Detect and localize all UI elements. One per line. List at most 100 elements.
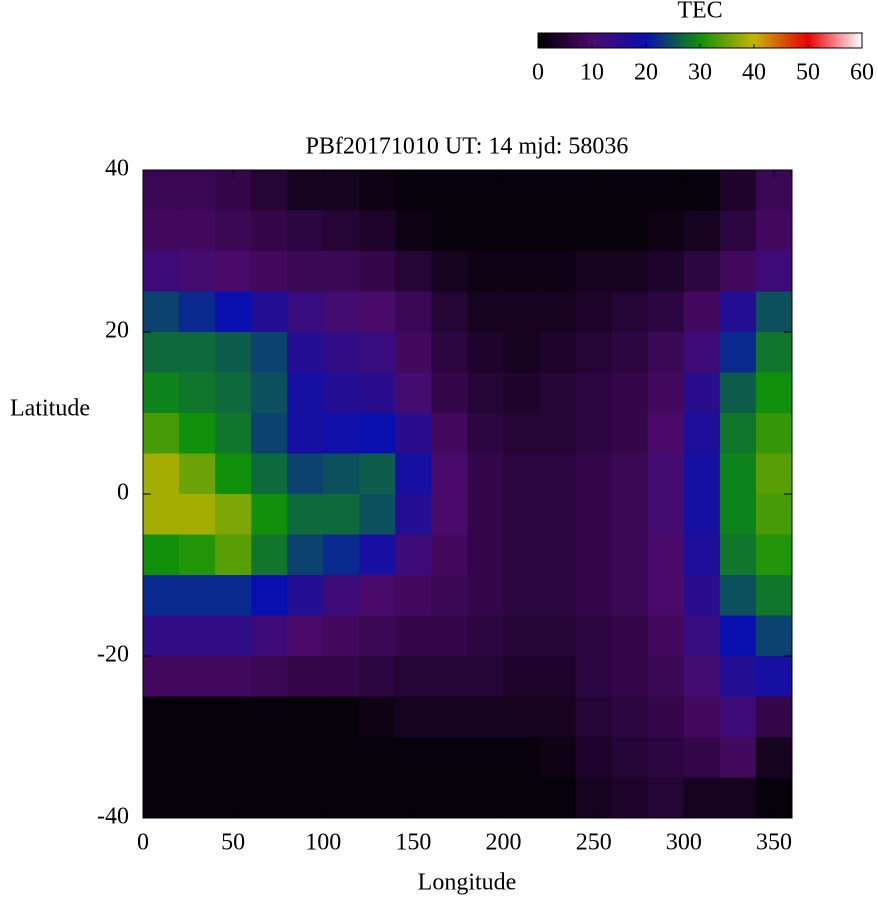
- heat-cell: [755, 534, 793, 576]
- colorbar-swatch: [710, 33, 713, 48]
- heat-cell: [647, 332, 685, 373]
- heat-cell: [431, 453, 468, 495]
- heat-cell: [251, 453, 288, 495]
- colorbar-swatch: [572, 33, 575, 48]
- x-tick-label: 300: [666, 830, 702, 856]
- heat-cell: [431, 575, 468, 616]
- heat-cell: [431, 291, 468, 333]
- colorbar-swatch: [764, 33, 768, 48]
- colorbar-swatch: [736, 33, 739, 48]
- colorbar-swatch: [544, 33, 547, 48]
- colorbar-swatch: [785, 33, 788, 48]
- x-tick-label: 150: [395, 830, 431, 856]
- heat-cell: [251, 251, 288, 292]
- heat-cell: [575, 494, 613, 535]
- colorbar-swatch: [742, 33, 746, 48]
- heat-cell: [359, 413, 396, 454]
- heat-cell: [467, 737, 505, 778]
- heat-cell: [431, 534, 468, 576]
- colorbar-swatch: [781, 33, 784, 48]
- heat-cell: [431, 332, 468, 373]
- heat-cell: [467, 453, 505, 495]
- heat-cell: [503, 372, 541, 414]
- heat-cell: [287, 575, 324, 616]
- colorbar-swatch: [819, 33, 822, 48]
- heat-cell: [215, 615, 252, 657]
- colorbar-swatch: [596, 33, 600, 48]
- heat-cell: [755, 494, 793, 535]
- heat-cell: [575, 453, 613, 495]
- colorbar-swatch: [738, 33, 741, 48]
- heat-cell: [611, 453, 649, 495]
- heat-cell: [179, 656, 216, 697]
- heat-cell: [179, 453, 216, 495]
- colorbar-swatch: [746, 33, 750, 48]
- heat-cell: [467, 696, 505, 738]
- colorbar-swatch: [602, 33, 606, 48]
- heat-cell: [755, 737, 793, 778]
- heat-cell: [215, 696, 252, 738]
- colorbar-swatch: [631, 33, 634, 48]
- heat-cell: [575, 210, 613, 252]
- colorbar-swatch: [839, 33, 843, 48]
- heat-cell: [359, 777, 396, 819]
- heat-cell: [215, 534, 252, 576]
- heat-cell: [215, 737, 252, 778]
- heat-cell: [539, 332, 577, 373]
- heat-cell: [611, 251, 649, 292]
- heat-cell: [755, 615, 793, 657]
- heat-cell: [323, 737, 360, 778]
- heat-cell: [539, 696, 577, 738]
- colorbar-swatch: [574, 33, 577, 48]
- heat-cell: [215, 210, 252, 252]
- colorbar-swatch: [825, 33, 829, 48]
- heat-cell: [359, 251, 396, 292]
- heat-cell: [467, 575, 505, 616]
- heat-cell: [755, 413, 793, 454]
- heat-cell: [539, 534, 577, 576]
- heat-cell: [683, 696, 721, 738]
- heat-cell: [467, 777, 505, 819]
- colorbar-swatch: [708, 33, 711, 48]
- colorbar-swatch: [562, 33, 565, 48]
- heat-cell: [359, 372, 396, 414]
- heat-cell: [647, 656, 685, 697]
- colorbar-swatch: [728, 33, 731, 48]
- heat-cell: [395, 372, 432, 414]
- colorbar-swatch: [716, 33, 719, 48]
- colorbar-swatch: [807, 33, 810, 48]
- heat-cell: [215, 291, 252, 333]
- heat-cell: [647, 413, 685, 454]
- heat-cell: [287, 453, 324, 495]
- colorbar-swatch: [564, 33, 567, 48]
- heat-cell: [539, 615, 577, 657]
- heat-cell: [719, 372, 757, 414]
- colorbar-swatch: [590, 33, 594, 48]
- heat-cell: [323, 170, 360, 211]
- heat-cell: [719, 413, 757, 454]
- heat-cell: [179, 210, 216, 252]
- colorbar-swatch: [811, 33, 814, 48]
- heat-cell: [359, 170, 396, 211]
- colorbar-swatch: [594, 33, 598, 48]
- heat-cell: [611, 413, 649, 454]
- heat-cell: [719, 737, 757, 778]
- colorbar-swatch: [576, 33, 579, 48]
- colorbar-swatch: [612, 33, 616, 48]
- colorbar-swatch: [647, 33, 650, 48]
- heat-cell: [611, 170, 649, 211]
- colorbar-swatch: [768, 33, 772, 48]
- colorbar-swatch: [685, 33, 689, 48]
- heat-cell: [287, 777, 324, 819]
- heat-cell: [611, 332, 649, 373]
- heat-cell: [359, 494, 396, 535]
- colorbar-swatch: [803, 33, 806, 48]
- heat-cell: [395, 332, 432, 373]
- colorbar-swatch: [718, 33, 721, 48]
- colorbar-swatch: [635, 33, 638, 48]
- x-tick-label: 200: [486, 830, 522, 856]
- colorbar-swatch: [645, 33, 648, 48]
- heat-cell: [539, 656, 577, 697]
- colorbar-swatch: [554, 33, 557, 48]
- heat-cell: [323, 534, 360, 576]
